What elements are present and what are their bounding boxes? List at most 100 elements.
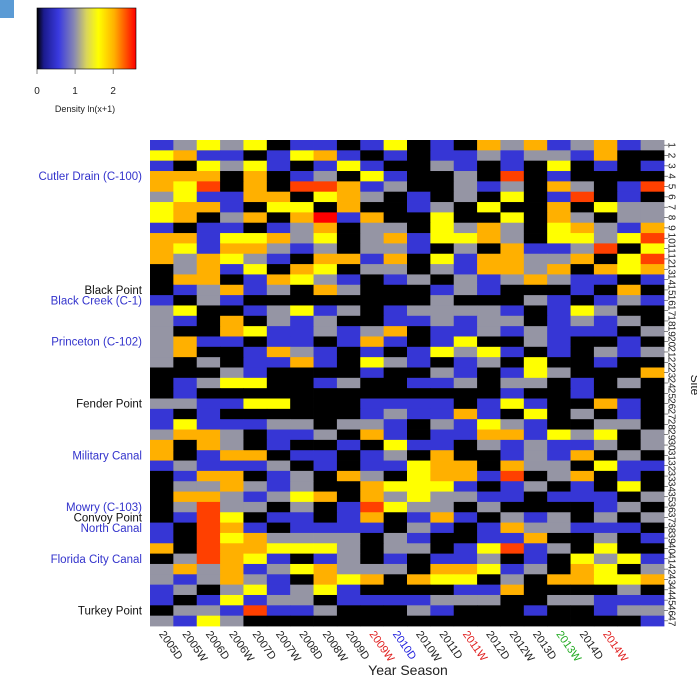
heatmap-cell	[570, 460, 595, 472]
site-group-label: Cutler Drain (C-100)	[38, 171, 142, 183]
heatmap-cell	[360, 233, 385, 244]
heatmap-cell	[407, 553, 431, 565]
heatmap-cell	[477, 408, 501, 420]
heatmap-cell	[360, 191, 385, 203]
heatmap-cell	[453, 346, 478, 358]
heatmap-cell	[407, 450, 431, 461]
heatmap-cell	[430, 532, 455, 544]
heatmap-cell	[336, 181, 361, 193]
heatmap-cell	[547, 264, 571, 275]
heatmap-cell	[407, 160, 431, 172]
heatmap-cell	[383, 377, 408, 389]
heatmap-cell	[243, 615, 268, 627]
heatmap-cell	[500, 171, 525, 182]
heatmap-cell	[523, 532, 548, 544]
heatmap-cell	[570, 615, 595, 627]
heatmap-cell	[173, 522, 198, 534]
heatmap-cell	[266, 212, 291, 224]
site-tick-labels: 1234567891011121314151617181920212223242…	[664, 142, 676, 627]
heatmap-cell	[640, 233, 665, 244]
heatmap-cell	[453, 594, 478, 606]
heatmap-cell	[593, 522, 618, 534]
heatmap-cell	[220, 388, 244, 399]
heatmap-cell	[453, 284, 478, 296]
heatmap-cell	[360, 522, 385, 534]
heatmap-cell	[430, 336, 455, 348]
heatmap-cell	[150, 150, 174, 162]
heatmap-cell	[313, 481, 338, 492]
heatmap-cell	[523, 501, 548, 513]
heatmap-cell	[290, 305, 314, 317]
heatmap-cell	[313, 377, 338, 389]
heatmap-cell	[477, 553, 501, 565]
heatmap-cell	[150, 408, 174, 420]
heatmap-cell	[547, 594, 571, 606]
heatmap-cell	[407, 543, 431, 555]
heatmap-cell	[313, 419, 338, 430]
heatmap-cell	[430, 305, 455, 317]
site-tick-label: 5	[665, 184, 676, 190]
heatmap-cell	[640, 439, 665, 451]
heatmap-cell	[430, 253, 455, 265]
heatmap-cell	[500, 408, 525, 420]
heatmap-cell	[523, 160, 548, 172]
heatmap-cell	[360, 594, 385, 606]
heatmap-cell	[290, 553, 314, 565]
heatmap-cell	[523, 274, 548, 286]
heatmap-cell	[243, 439, 268, 451]
heatmap-cell	[360, 171, 385, 182]
heatmap-cell	[196, 563, 221, 575]
heatmap-cell	[523, 326, 548, 337]
heatmap-cell	[500, 584, 525, 596]
heatmap-cell	[336, 512, 361, 523]
site-tick-label: 12	[665, 253, 676, 265]
heatmap-cell	[430, 439, 455, 451]
site-group-label: Princeton (C-102)	[51, 337, 142, 349]
heatmap-cell	[220, 140, 244, 151]
heatmap-cell	[196, 605, 221, 617]
site-tick-label: 33	[665, 470, 676, 482]
heatmap-cell	[547, 522, 571, 534]
heatmap-cell	[336, 594, 361, 606]
site-group-label: Mowry (C-103)	[66, 502, 142, 514]
heatmap-cell	[407, 460, 431, 472]
heatmap-cell	[173, 181, 198, 193]
heatmap-cell	[523, 429, 548, 441]
heatmap-cell	[593, 222, 618, 234]
heatmap-cell	[570, 594, 595, 606]
heatmap-cell	[220, 450, 244, 461]
heatmap-cell	[173, 357, 198, 368]
heatmap-cell	[500, 594, 525, 606]
heatmap-cell	[336, 274, 361, 286]
heatmap-cell	[313, 429, 338, 441]
heatmap-cell	[523, 233, 548, 244]
heatmap-cell	[243, 460, 268, 472]
heatmap-cell	[453, 233, 478, 244]
heatmap-cell	[547, 470, 571, 482]
x-tick-label: 2005D	[156, 629, 184, 662]
heatmap-cell	[477, 222, 501, 234]
heatmap-cell	[220, 336, 244, 348]
heatmap-cell	[407, 398, 431, 410]
heatmap-cell	[547, 233, 571, 244]
heatmap-cell	[290, 408, 314, 420]
heatmap-cell	[430, 574, 455, 586]
heatmap-cell	[383, 419, 408, 430]
heatmap-cell	[477, 594, 501, 606]
heatmap-cell	[220, 233, 244, 244]
heatmap-cell	[640, 615, 665, 627]
heatmap-cell	[453, 388, 478, 399]
heatmap-cell	[407, 439, 431, 451]
heatmap-cell	[500, 202, 525, 213]
heatmap-cell	[617, 181, 642, 193]
heatmap-cell	[150, 233, 174, 244]
heatmap-cell	[640, 305, 665, 317]
heatmap-cell	[336, 481, 361, 492]
heatmap-cell	[173, 274, 198, 286]
heatmap-cell	[430, 357, 455, 368]
heatmap-cell	[500, 253, 525, 265]
heatmap-cell	[290, 491, 314, 503]
heatmap-cell	[220, 594, 244, 606]
heatmap-cell	[220, 357, 244, 368]
heatmap-cell	[383, 284, 408, 296]
